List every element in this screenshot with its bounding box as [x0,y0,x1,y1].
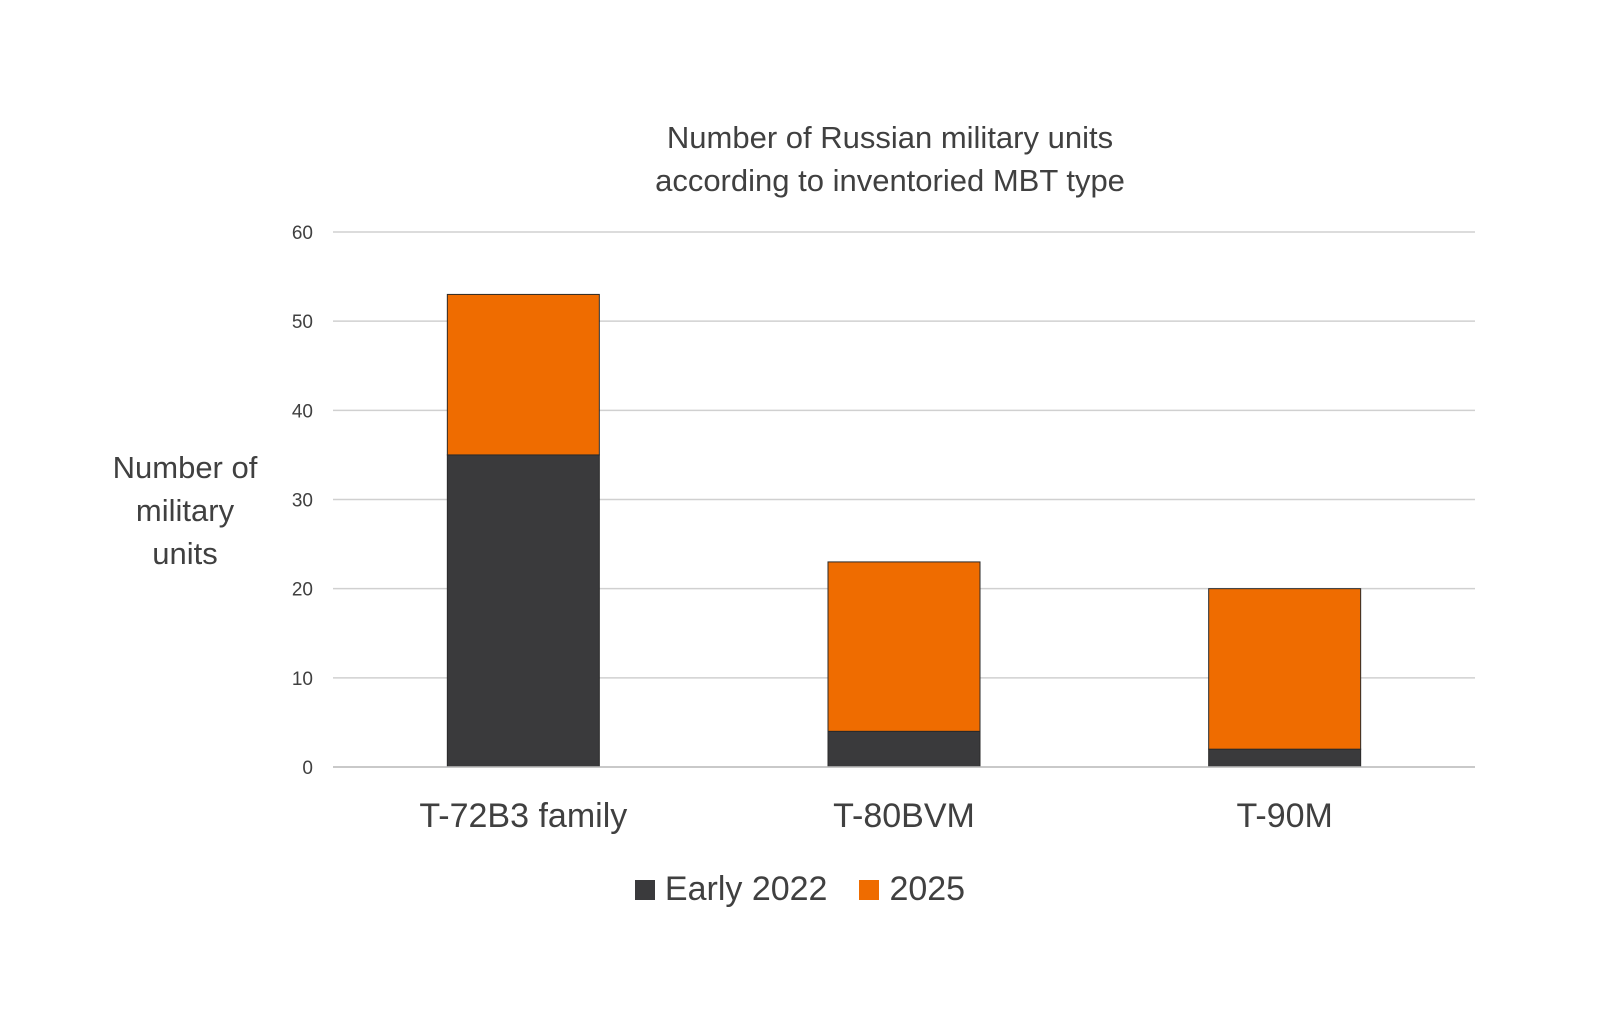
y-tick-label-10: 10 [292,669,313,690]
legend-item-early-2022: Early 2022 [634,870,828,909]
bar-t-80bvm-2025 [827,561,981,732]
y-axis-label-line-3: units [152,536,218,571]
legend: Early 2022 2025 [0,870,1600,909]
chart-title-line-2: according to inventoried MBT type [655,163,1125,198]
y-axis-label-line-1: Number of [112,450,258,485]
legend-item-2025: 2025 [859,870,965,909]
bar-t-80bvm-early-2022 [827,730,981,768]
y-axis-label-line-2: military [135,493,235,528]
y-tick-label-30: 30 [292,491,313,512]
y-tick-label-50: 50 [292,312,313,333]
legend-swatch-2025 [859,879,880,900]
y-tick-label-0: 0 [302,758,313,779]
legend-label-2025: 2025 [889,870,966,908]
x-tick-label-t-72b3-family: T-72B3 family [419,797,627,835]
y-tick-label-60: 60 [292,223,313,244]
y-tick-label-40: 40 [292,401,313,422]
y-tick-label-20: 20 [292,580,313,601]
y-axis-label: Number of military units [70,446,300,575]
legend-swatch-early-2022 [634,879,655,900]
bar-t-90m-2025 [1208,588,1362,750]
x-tick-label-t-80bvm: T-80BVM [833,797,975,835]
bar-t-72b3-family-early-2022 [446,454,600,768]
x-tick-label-t-90m: T-90M [1236,797,1332,835]
bar-t-90m-early-2022 [1208,748,1362,768]
chart-title-line-1: Number of Russian military units [666,120,1114,155]
legend-label-early-2022: Early 2022 [664,870,828,908]
bar-t-72b3-family-2025 [446,293,600,456]
